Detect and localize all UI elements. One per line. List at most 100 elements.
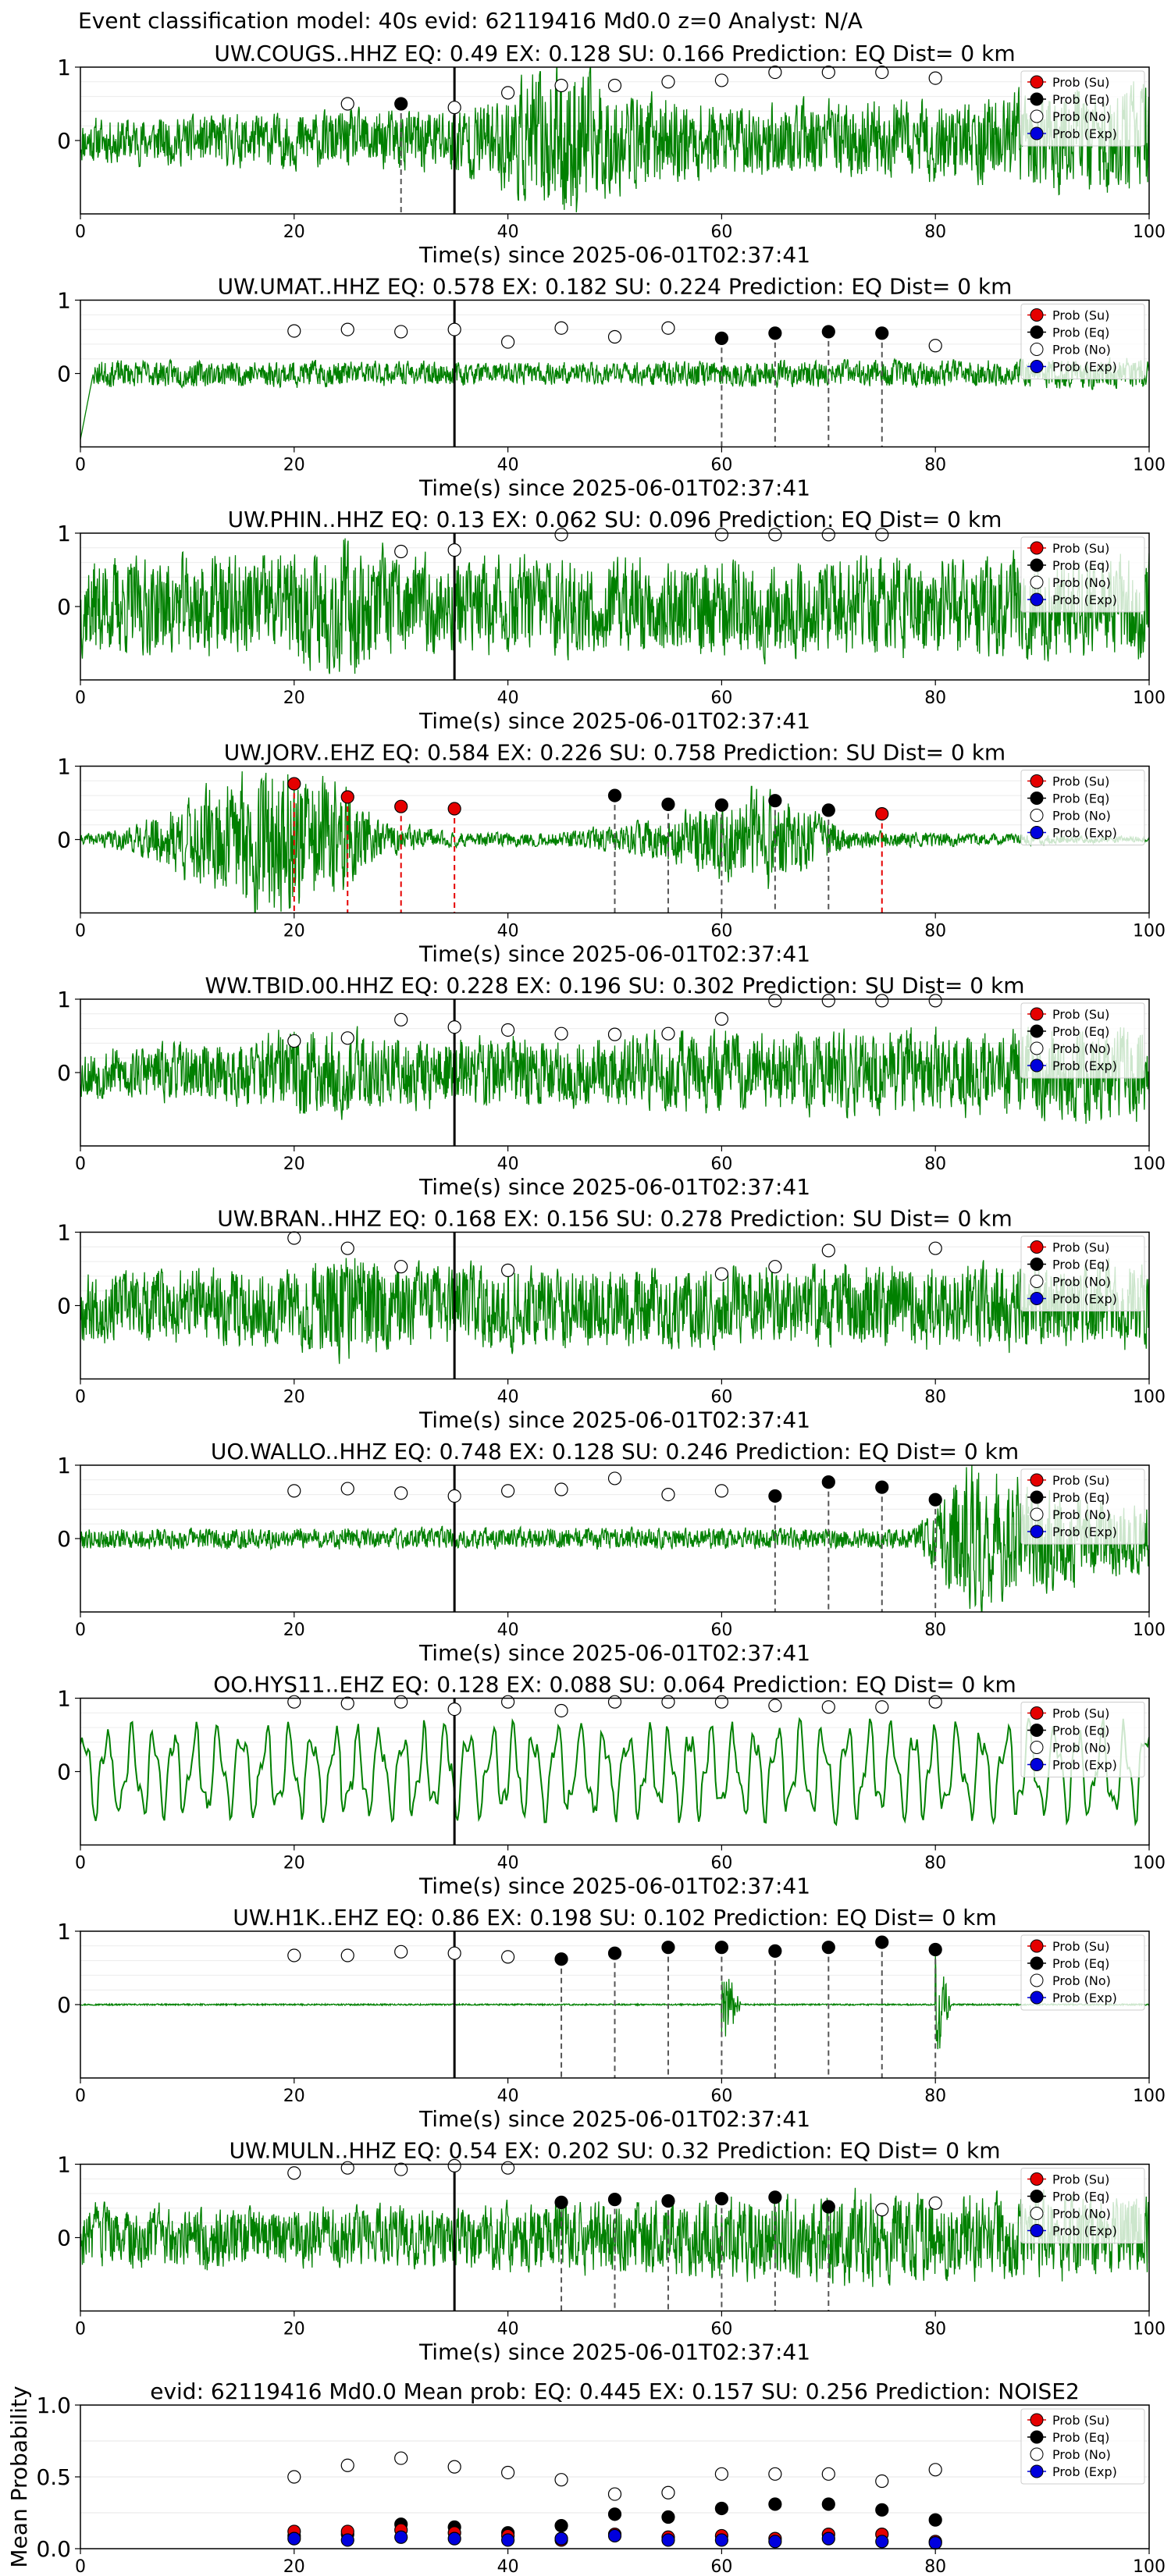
x-tick-label: 20 xyxy=(283,2557,305,2576)
panel-legend xyxy=(1020,1468,1145,1545)
y-tick-label: 1 xyxy=(57,987,71,1012)
mean-marker-no xyxy=(554,2473,568,2487)
prob-marker-eq xyxy=(821,2200,835,2214)
x-tick-label: 0 xyxy=(75,1621,86,1640)
panel-legend-label-no: Prob (No) xyxy=(1052,575,1111,590)
prob-marker-no xyxy=(500,1484,515,1498)
mean-marker-exp xyxy=(661,2533,675,2547)
mean-marker-no xyxy=(340,2458,354,2472)
mean-marker-eq xyxy=(554,2518,568,2533)
x-tick-label: 60 xyxy=(710,922,732,941)
prob-marker-eq xyxy=(714,798,729,812)
mean-marker-exp xyxy=(447,2532,461,2546)
panel-legend-marker-eq xyxy=(1030,92,1044,106)
prob-marker-no xyxy=(394,1012,408,1026)
x-tick-label: 80 xyxy=(924,688,946,708)
panel-legend xyxy=(1020,1702,1145,1777)
panel-title: OO.HYS11..EHZ EQ: 0.128 EX: 0.088 SU: 0.… xyxy=(213,1672,1016,1698)
mean-marker-eq xyxy=(768,2497,782,2511)
prob-marker-eq xyxy=(875,1480,889,1494)
prob-marker-no xyxy=(554,1703,568,1718)
prob-marker-no xyxy=(394,1695,408,1709)
panel-legend-label-eq: Prob (Eq) xyxy=(1052,558,1109,573)
x-tick-label: 40 xyxy=(497,2087,519,2106)
mean-marker-exp xyxy=(394,2530,408,2544)
panel-legend-label-eq: Prob (Eq) xyxy=(1052,1724,1109,1738)
mean-marker-no xyxy=(714,2467,729,2481)
panel-4: WW.TBID.00.HHZ EQ: 0.228 EX: 0.196 SU: 0… xyxy=(57,973,1166,1200)
prob-marker-no xyxy=(287,324,301,338)
prob-marker-no xyxy=(821,528,835,542)
mean-marker-no xyxy=(821,2467,835,2481)
prob-marker-no xyxy=(287,1231,301,1245)
x-tick-label: 80 xyxy=(924,2320,946,2339)
mean-marker-no xyxy=(607,2487,622,2501)
x-tick-label: 100 xyxy=(1133,1388,1166,1407)
panel-legend xyxy=(1020,1236,1145,1311)
prob-marker-no xyxy=(447,1703,461,1717)
y-tick-label: 1 xyxy=(57,1919,71,1944)
prob-marker-no xyxy=(714,1012,729,1026)
panel-3: UW.JORV..EHZ EQ: 0.584 EX: 0.226 SU: 0.7… xyxy=(57,740,1166,967)
mean-marker-exp xyxy=(554,2532,568,2546)
mean-marker-no xyxy=(661,2485,675,2500)
panel-legend-label-exp: Prob (Exp) xyxy=(1052,360,1117,375)
x-tick-label: 100 xyxy=(1133,1155,1166,1174)
x-tick-label: 40 xyxy=(497,2320,519,2339)
x-tick-label: 20 xyxy=(283,456,305,475)
panel-legend-marker-exp xyxy=(1030,1991,1044,2005)
panel-legend-marker-exp xyxy=(1030,1525,1044,1539)
panel-legend-label-exp: Prob (Exp) xyxy=(1052,1292,1117,1307)
panel-legend xyxy=(1020,536,1145,613)
y-tick-label: 1.0 xyxy=(36,2393,71,2418)
mean-marker-exp xyxy=(821,2532,835,2546)
prob-marker-no xyxy=(661,321,675,335)
prob-marker-eq xyxy=(554,2195,568,2209)
panel-legend-label-su: Prob (Su) xyxy=(1052,1939,1109,1954)
panel-legend-label-exp: Prob (Exp) xyxy=(1052,2464,1117,2479)
y-tick-label: 0 xyxy=(57,1992,71,2018)
prob-marker-no xyxy=(394,1260,408,1274)
x-tick-label: 80 xyxy=(924,922,946,941)
prob-marker-no xyxy=(554,528,568,542)
panel-legend xyxy=(1020,2408,1145,2485)
mean-marker-exp xyxy=(714,2533,729,2547)
x-tick-label: 60 xyxy=(710,688,732,708)
mean-marker-exp xyxy=(607,2528,622,2543)
x-tick-label: 40 xyxy=(497,1155,519,1174)
panel-1: UW.UMAT..HHZ EQ: 0.578 EX: 0.182 SU: 0.2… xyxy=(57,274,1166,501)
mean-marker-exp xyxy=(500,2533,515,2547)
panel-legend-marker-exp xyxy=(1030,1292,1044,1305)
y-tick-label: 0 xyxy=(57,2226,71,2251)
panel-legend-marker-su xyxy=(1030,1706,1044,1720)
panel-5: UW.BRAN..HHZ EQ: 0.168 EX: 0.156 SU: 0.2… xyxy=(57,1206,1166,1433)
panel-legend xyxy=(1020,2168,1145,2243)
panel-legend-label-no: Prob (No) xyxy=(1052,2207,1111,2222)
panel-legend-marker-no xyxy=(1030,2447,1044,2461)
panel-legend-marker-no xyxy=(1030,1973,1044,1987)
x-tick-label: 20 xyxy=(283,222,305,242)
panel-legend-label-no: Prob (No) xyxy=(1052,109,1111,124)
prob-marker-no xyxy=(394,1944,408,1959)
prob-marker-no xyxy=(875,2203,889,2217)
prob-marker-eq xyxy=(928,1493,942,1507)
panel-title: WW.TBID.00.HHZ EQ: 0.228 EX: 0.196 SU: 0… xyxy=(205,973,1025,998)
mean-marker-eq xyxy=(875,2503,889,2517)
mean-marker-eq xyxy=(928,2513,942,2527)
panel-legend-marker-eq xyxy=(1030,1724,1044,1737)
prob-marker-eq xyxy=(714,2192,729,2206)
panel-legend-label-exp: Prob (Exp) xyxy=(1052,1991,1117,2005)
prob-marker-no xyxy=(340,1241,354,1255)
y-tick-label: 0 xyxy=(57,1293,71,1319)
panel-legend-marker-eq xyxy=(1030,558,1044,572)
prob-marker-no xyxy=(928,1241,942,1255)
x-tick-label: 80 xyxy=(924,1854,946,1873)
prob-marker-no xyxy=(661,1695,675,1709)
prob-marker-no xyxy=(821,65,835,80)
panel-legend-label-exp: Prob (Exp) xyxy=(1052,126,1117,141)
y-tick-label: 0.0 xyxy=(36,2536,71,2562)
panel-legend-marker-no xyxy=(1030,1507,1044,1521)
x-tick-label: 40 xyxy=(497,1854,519,1873)
panel-legend-label-no: Prob (No) xyxy=(1052,343,1111,358)
prob-marker-no xyxy=(287,2166,301,2180)
